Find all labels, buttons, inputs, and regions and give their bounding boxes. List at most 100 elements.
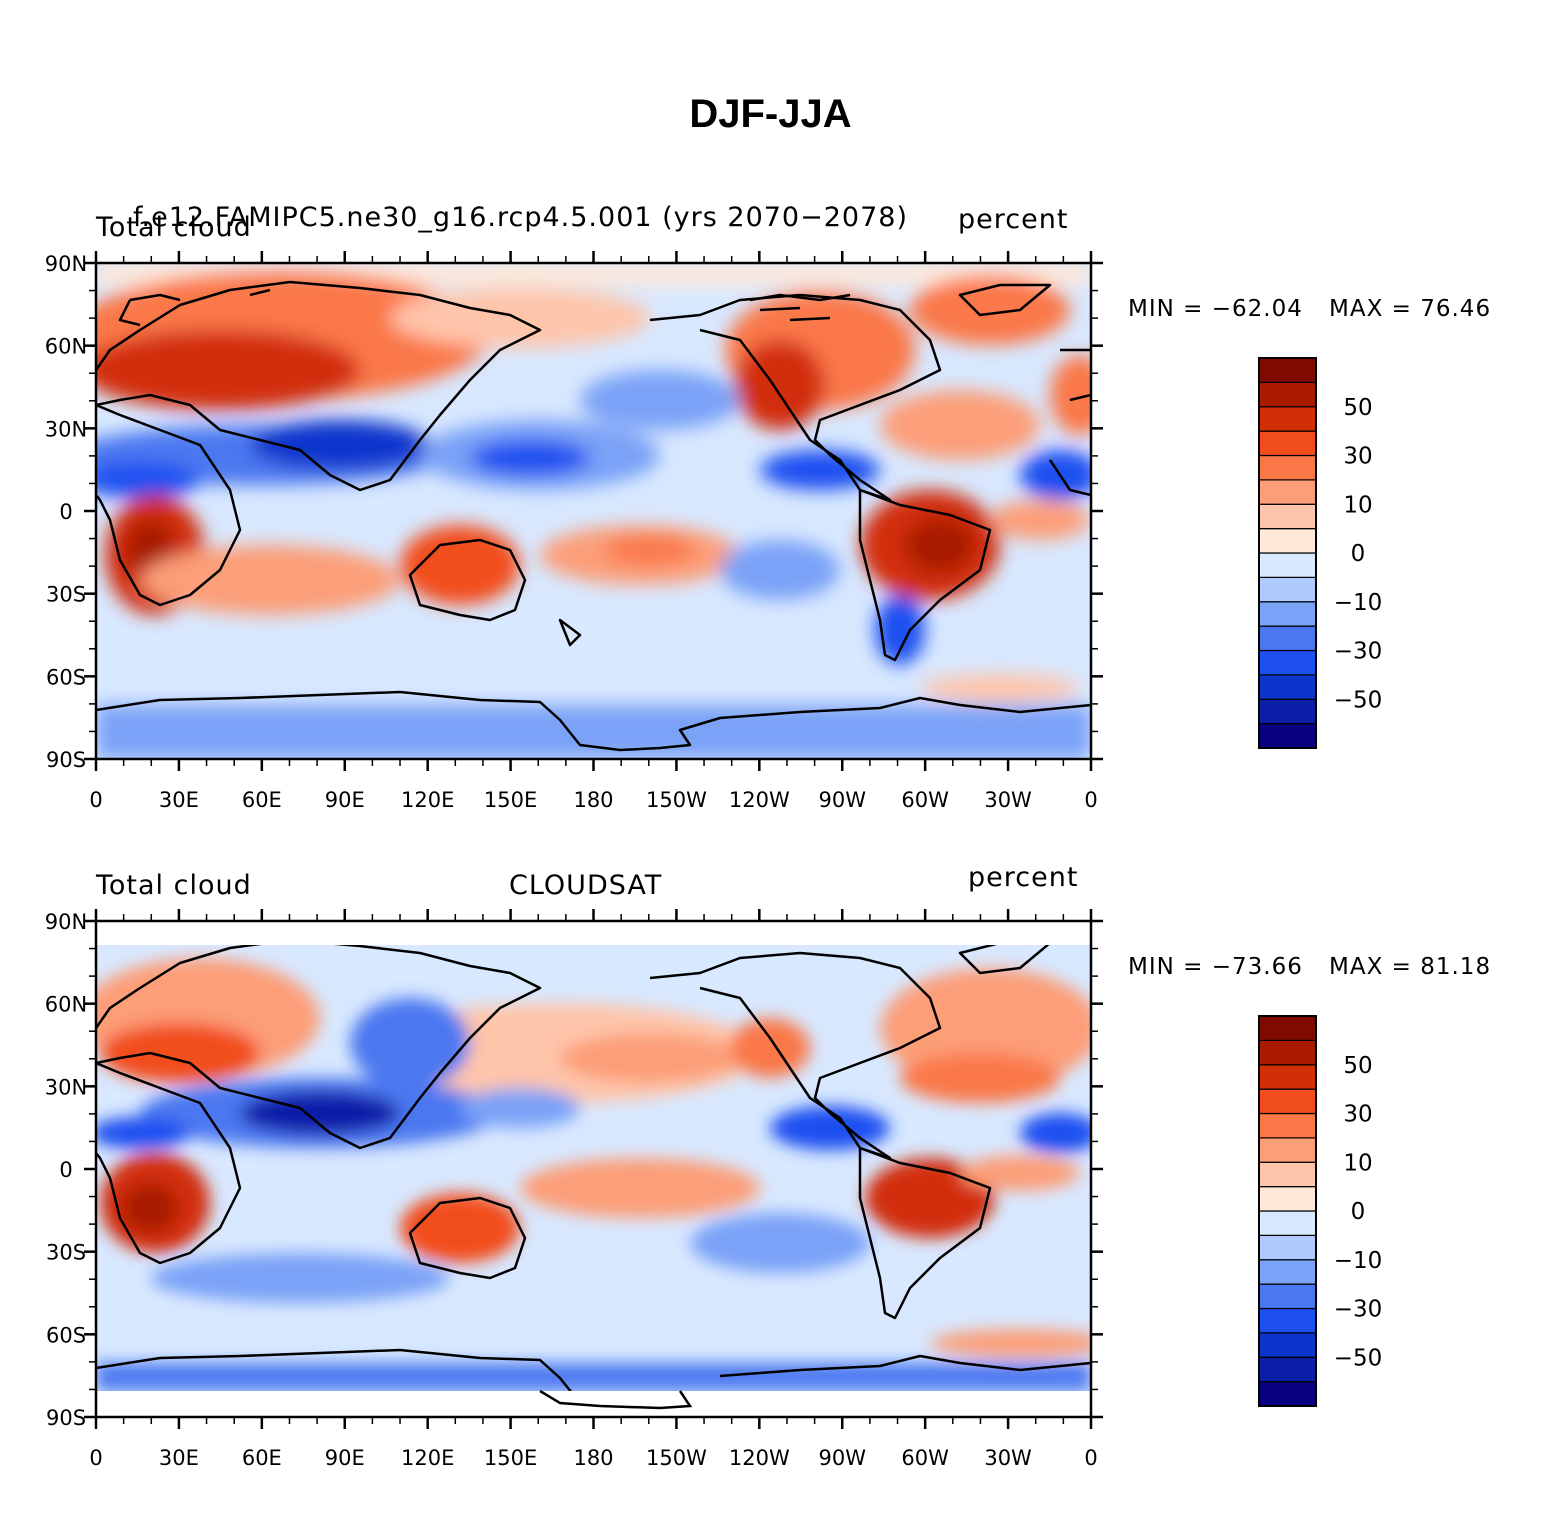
- field-patch: [605, 535, 695, 565]
- field-patch: [1020, 1113, 1091, 1153]
- field-patch: [150, 1253, 450, 1303]
- lon-tick-label: 120E: [401, 1446, 454, 1470]
- colorbar-box: [1258, 698, 1317, 725]
- colorbar-label: 0: [1351, 541, 1366, 567]
- field-patch: [580, 370, 740, 430]
- colorbar-label: 50: [1343, 1053, 1372, 1079]
- lat-tick-label: 30S: [46, 1241, 86, 1265]
- colorbar-box: [1258, 1356, 1317, 1383]
- field-patch: [350, 998, 470, 1088]
- field-patch: [900, 1053, 1060, 1103]
- colorbar-box: [1258, 674, 1317, 700]
- colorbar-label: −50: [1334, 687, 1383, 713]
- coastlines: [96, 945, 1091, 1391]
- lat-tick-label: 90N: [45, 252, 87, 276]
- panel-right-label: percent: [958, 204, 1069, 235]
- lat-tick-label: 0: [59, 500, 72, 524]
- max-value-label: MAX = 76.46: [1329, 296, 1492, 322]
- field-patch: [1050, 355, 1091, 435]
- colorbar: −50 −30 −10 0 10 30 50: [1258, 357, 1383, 749]
- lon-tick-label: 60W: [901, 1446, 949, 1470]
- colorbar-box: [1258, 1332, 1317, 1358]
- colorbar-box: [1258, 430, 1317, 457]
- field-patch: [96, 330, 360, 410]
- lon-tick-label: 30E: [159, 1446, 199, 1470]
- colorbar-box: [1258, 1015, 1317, 1041]
- colorbar-box: [1258, 1381, 1317, 1407]
- field-patch: [460, 1088, 580, 1128]
- lon-tick-label: 60E: [242, 788, 282, 812]
- panel-cloudsat: Total cloud CLOUDSAT percent MIN = −73.6…: [0, 858, 1541, 1498]
- colorbar-box: [1258, 1307, 1317, 1334]
- panel-left-label: Total cloud: [96, 212, 252, 243]
- lon-tick-label: 0: [89, 788, 102, 812]
- field-patch: [875, 595, 925, 665]
- colorbar-box: [1258, 1112, 1317, 1139]
- min-value-label: MIN = −73.66: [1128, 954, 1303, 980]
- lon-tick-label: 90E: [325, 788, 365, 812]
- field-patch: [760, 450, 880, 490]
- colorbar-box: [1258, 1283, 1317, 1310]
- lon-tick-label: 150W: [646, 1446, 707, 1470]
- lat-tick-label: 30S: [46, 583, 86, 607]
- field-patch: [96, 1363, 1091, 1391]
- field-patch: [520, 1158, 760, 1218]
- colorbar-box: [1258, 1259, 1317, 1285]
- colorbar-box: [1258, 1186, 1317, 1212]
- lat-tick-label: 0: [59, 1158, 72, 1182]
- field-patch: [96, 705, 1091, 759]
- field-patch: [690, 1213, 870, 1273]
- field-patch: [960, 1155, 1080, 1191]
- colorbar-box: [1258, 528, 1317, 554]
- lat-tick-label: 30N: [45, 417, 87, 441]
- colorbar-label: 30: [1343, 1102, 1372, 1128]
- lon-tick-label: 150W: [646, 788, 707, 812]
- lat-tick-label: 60N: [45, 335, 87, 359]
- colorbar-label: 50: [1343, 395, 1372, 421]
- field-patch: [400, 525, 520, 605]
- lon-tick-label: 30W: [984, 1446, 1032, 1470]
- lon-tick-label: 120E: [401, 788, 454, 812]
- colorbar-label: 10: [1343, 1150, 1372, 1176]
- colorbar-box: [1258, 357, 1317, 383]
- field-patch: [140, 545, 400, 615]
- field-patch: [1020, 450, 1091, 500]
- colorbar-box: [1258, 1088, 1317, 1115]
- colorbar-label: 0: [1351, 1199, 1366, 1225]
- panel-model: Total cloud f.e12.FAMIPC5.ne30_g16.rcp4.…: [0, 200, 1541, 840]
- colorbar-label: −30: [1334, 1297, 1383, 1323]
- lon-tick-label: 30E: [159, 788, 199, 812]
- lon-tick-label: 0: [1084, 1446, 1097, 1470]
- colorbar-box: [1258, 1064, 1317, 1090]
- colorbar: −50 −30 −10 0 10 30 50: [1258, 1015, 1383, 1407]
- lat-tick-label: 60S: [46, 1323, 86, 1347]
- lon-tick-label: 90W: [819, 1446, 867, 1470]
- colorbar-label: −30: [1334, 639, 1383, 665]
- field-patch: [250, 420, 430, 470]
- colorbar-box: [1258, 625, 1317, 652]
- field-patch: [122, 1183, 178, 1233]
- field-patch: [720, 540, 840, 600]
- colorbar-box: [1258, 454, 1317, 481]
- colorbar-box: [1258, 1161, 1317, 1188]
- colorbar-box: [1258, 576, 1317, 603]
- lon-tick-label: 30W: [984, 788, 1032, 812]
- field-patch: [735, 340, 825, 430]
- coastlines: [96, 280, 1091, 752]
- colorbar-label: −10: [1334, 590, 1383, 616]
- colorbar-box: [1258, 503, 1317, 530]
- lon-tick-label: 60W: [901, 788, 949, 812]
- lon-tick-label: 180: [573, 788, 613, 812]
- field-patch: [100, 1023, 260, 1083]
- colorbar-label: 10: [1343, 492, 1372, 518]
- lon-tick-label: 90E: [325, 1446, 365, 1470]
- field-patch: [96, 1117, 190, 1149]
- lat-tick-label: 60N: [45, 993, 87, 1017]
- field-patch: [880, 390, 1040, 460]
- colorbar-box: [1258, 649, 1317, 676]
- colorbar-box: [1258, 381, 1317, 408]
- colorbar-box: [1258, 1137, 1317, 1163]
- colorbar-box: [1258, 1210, 1317, 1236]
